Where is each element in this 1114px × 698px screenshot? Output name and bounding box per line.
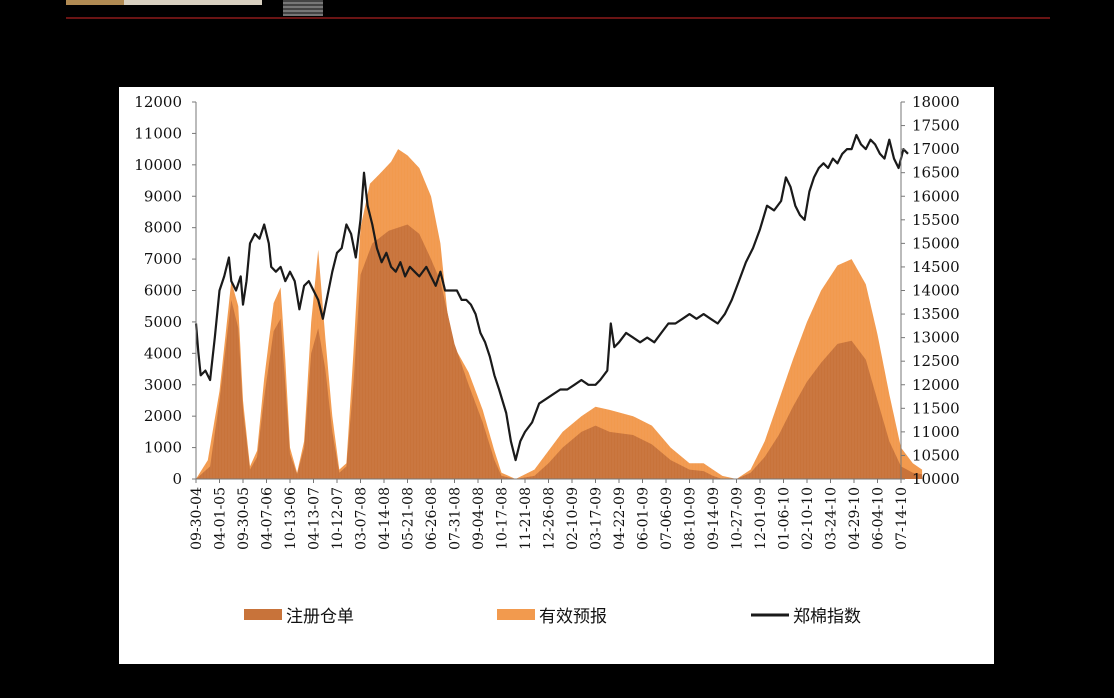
y-right-tick-label: 10000 [912, 470, 960, 488]
y-right-tick-label: 10500 [912, 446, 960, 464]
y-left-tick-label: 1000 [144, 439, 182, 457]
y-right-tick-label: 15000 [912, 234, 960, 252]
x-tick-label: 04-22-09 [612, 487, 628, 550]
x-tick-label: 02-10-09 [565, 487, 581, 550]
x-tick-label: 10-27-09 [730, 487, 746, 550]
x-tick-label: 11-21-08 [518, 487, 534, 550]
y-right-tick-label: 18000 [912, 93, 960, 111]
y-left-tick-label: 10000 [134, 156, 182, 174]
y-right-tick-label: 14500 [912, 258, 960, 276]
x-tick-label: 07-06-09 [659, 487, 675, 550]
x-tick-label: 09-04-08 [471, 487, 487, 550]
combo-chart: 0 1000 2000 3000 4000 5000 6000 7000 8000 9000 100… [134, 93, 960, 627]
y-right-tick-label: 13500 [912, 305, 960, 323]
y-right-tick-label: 16500 [912, 164, 960, 182]
x-tick-label: 06-01-09 [636, 487, 652, 550]
y-right-tick-label: 17500 [912, 117, 960, 135]
x-tick-label: 09-30-05 [236, 487, 252, 550]
y-left-tick-label: 8000 [144, 219, 182, 237]
header-divider [66, 17, 1050, 19]
x-tick-label: 12-01-09 [753, 487, 769, 550]
x-tick-label: 08-10-09 [683, 487, 699, 550]
x-tick-label: 10-13-06 [283, 487, 299, 550]
legend-forecast-swatch [497, 609, 535, 620]
y-left-tick-label: 12000 [134, 93, 182, 111]
y-right-tick-label: 13000 [912, 329, 960, 347]
company-logo-strip [66, 0, 262, 5]
legend-index-label: 郑棉指数 [793, 607, 861, 627]
header-pattern-block [283, 0, 323, 16]
y-left-tick-label: 4000 [144, 344, 182, 362]
y-right-tick-label: 14000 [912, 282, 960, 300]
x-tick-label: 06-26-08 [424, 487, 440, 550]
x-tick-label: 10-12-07 [330, 487, 346, 550]
x-tick-label: 06-04-10 [871, 487, 887, 550]
y-right-tick-label: 17000 [912, 140, 960, 158]
y-left-tick-label: 2000 [144, 407, 182, 425]
x-tick-label: 04-13-07 [307, 487, 323, 550]
company-logo-mark [66, 0, 124, 5]
y-right-tick-label: 16000 [912, 187, 960, 205]
x-tick-label: 01-06-10 [777, 487, 793, 550]
x-tick-label: 04-29-10 [847, 487, 863, 550]
y-left-tick-label: 0 [172, 470, 182, 488]
y-left-tick-label: 5000 [144, 313, 182, 331]
x-tick-label: 09-14-09 [706, 487, 722, 550]
x-tick-label: 10-17-08 [495, 487, 511, 550]
x-tick-label: 09-30-04 [189, 487, 205, 550]
legend-registered-label: 注册仓单 [286, 607, 354, 627]
y-right-tick-label: 11500 [912, 399, 960, 417]
x-tick-label: 03-24-10 [824, 487, 840, 550]
y-right-tick-label: 12000 [912, 376, 960, 394]
y-right-tick-label: 12500 [912, 352, 960, 370]
series-area-registered [196, 224, 923, 479]
y-right-tick-label: 15500 [912, 211, 960, 229]
y-left-tick-label: 9000 [144, 187, 182, 205]
legend-forecast-label: 有效预报 [539, 607, 607, 627]
x-tick-label: 12-26-08 [542, 487, 558, 550]
y-right-tick-label: 11000 [912, 423, 960, 441]
y-left-tick-label: 11000 [134, 124, 182, 142]
x-tick-label: 07-31-08 [448, 487, 464, 550]
x-tick-label: 04-14-08 [377, 487, 393, 550]
x-tick-label: 05-21-08 [401, 487, 417, 550]
x-tick-label: 02-10-10 [800, 487, 816, 550]
x-tick-label: 03-17-09 [589, 487, 605, 550]
x-tick-label: 04-07-06 [260, 487, 276, 550]
y-left-tick-label: 3000 [144, 376, 182, 394]
legend-registered-swatch [244, 609, 282, 620]
x-tick-label: 04-01-05 [213, 487, 229, 550]
series-line-index [194, 133, 909, 462]
y-left-tick-label: 7000 [144, 250, 182, 268]
y-left-tick-label: 6000 [144, 282, 182, 300]
chart-panel: 0 1000 2000 3000 4000 5000 6000 7000 8000 9000 100… [119, 87, 994, 664]
x-tick-label: 03-07-08 [354, 487, 370, 550]
x-tick-label: 07-14-10 [894, 487, 910, 550]
